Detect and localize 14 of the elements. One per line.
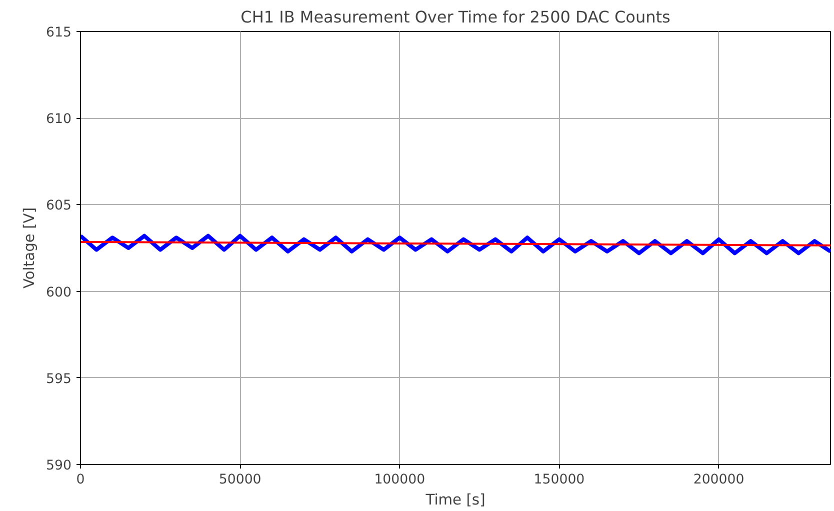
y-tick-label: 595 bbox=[46, 372, 72, 387]
x-tick-label: 50000 bbox=[218, 472, 262, 488]
x-tick-label: 0 bbox=[76, 472, 85, 488]
y-tick-label: 590 bbox=[46, 458, 72, 474]
x-axis-title: Time [s] bbox=[424, 492, 486, 508]
x-tick-label: 200000 bbox=[693, 472, 744, 488]
y-tick-label: 610 bbox=[46, 112, 72, 128]
y-tick-label: 605 bbox=[46, 198, 72, 214]
x-tick-label: 150000 bbox=[534, 472, 585, 488]
y-axis-title: Voltage [V] bbox=[21, 207, 38, 289]
x-tick-label: 100000 bbox=[374, 472, 426, 488]
y-tick-label: 615 bbox=[46, 26, 72, 40]
y-tick-label: 600 bbox=[46, 285, 72, 300]
chart-title: CH1 IB Measurement Over Time for 2500 DAC Counts bbox=[240, 8, 670, 26]
